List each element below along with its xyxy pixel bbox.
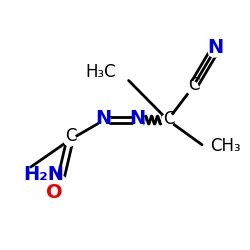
Circle shape [98,114,110,126]
Text: C: C [66,127,77,145]
Circle shape [186,82,198,94]
Text: N: N [207,38,224,57]
Circle shape [162,114,174,126]
Text: O: O [46,184,62,203]
Text: N: N [129,109,145,128]
Circle shape [54,176,66,188]
Text: H₃C: H₃C [86,63,116,81]
Circle shape [208,45,220,57]
Text: CH₃: CH₃ [210,137,241,155]
Text: H₂N: H₂N [24,165,64,184]
Text: C: C [163,110,175,128]
Text: N: N [95,109,111,128]
Circle shape [132,114,144,126]
Circle shape [64,134,76,146]
Text: C: C [188,76,199,94]
